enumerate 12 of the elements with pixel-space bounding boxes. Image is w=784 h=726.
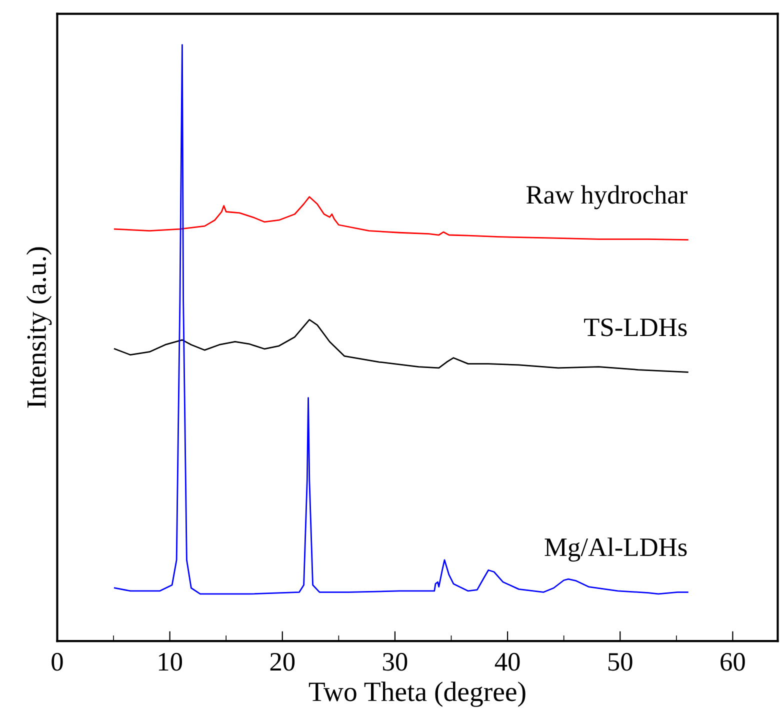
series-label: TS-LDHs [584, 318, 687, 336]
x-axis-title: Two Theta (degree) [308, 682, 526, 707]
x-tick-label: 10 [158, 652, 182, 671]
x-tick-label: 40 [494, 652, 520, 671]
x-tick-label: 0 [52, 652, 63, 671]
series-label: Mg/Al-LDHs [544, 538, 687, 562]
x-tick-label: 60 [720, 652, 745, 671]
x-tick-label: 50 [608, 652, 632, 671]
y-axis-title: Intensity (a.u.) [26, 247, 52, 408]
x-tick-label: 20 [270, 652, 295, 671]
x-tick-label: 30 [383, 652, 408, 671]
series-label: Raw hydrochar [526, 185, 688, 210]
